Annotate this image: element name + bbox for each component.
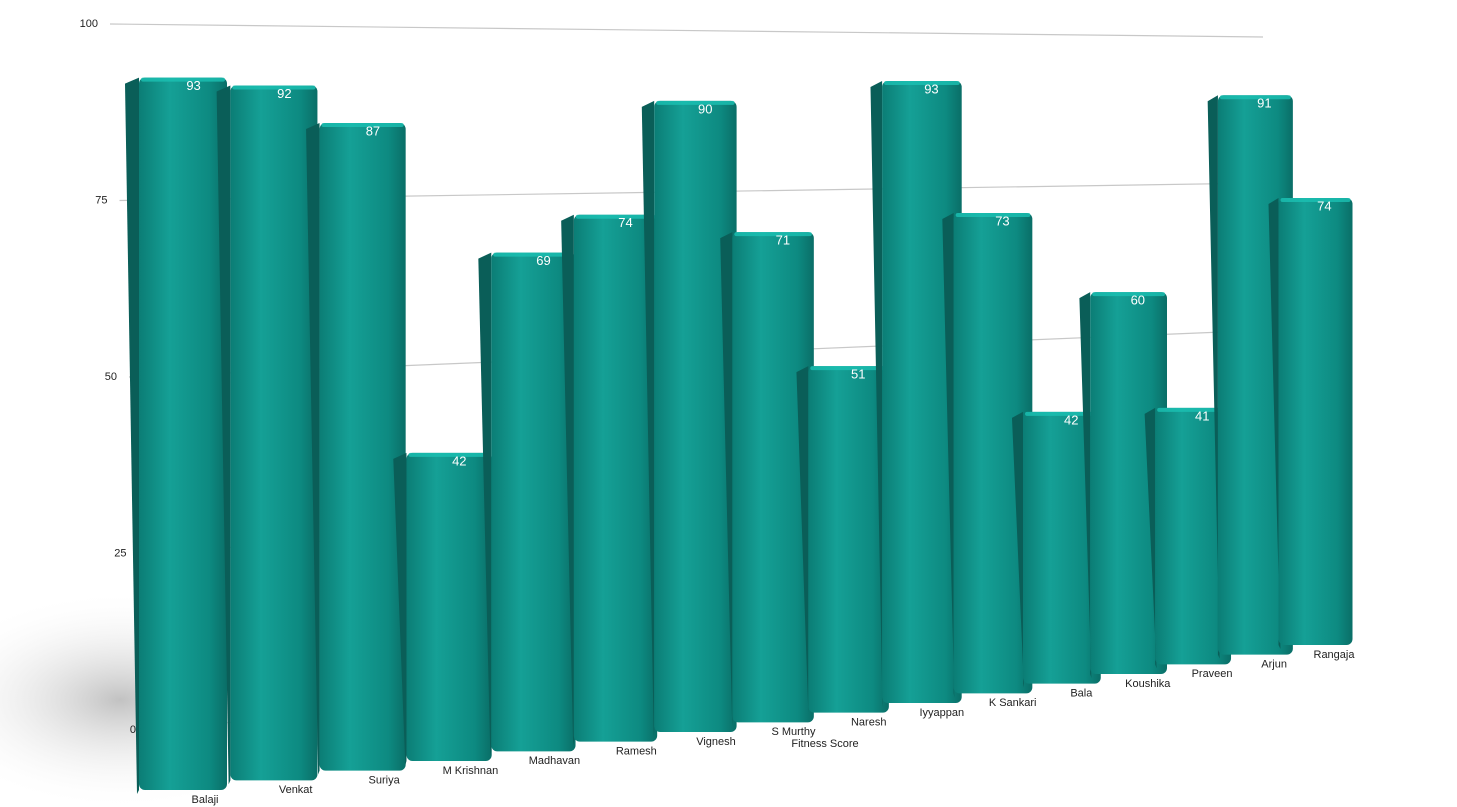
y-tick-label: 75	[95, 194, 107, 206]
bar	[654, 100, 737, 733]
bar	[230, 85, 318, 781]
bar	[491, 252, 576, 752]
value-label: 91	[1257, 96, 1271, 111]
x-tick-label: Naresh	[851, 717, 886, 729]
value-label: 73	[995, 213, 1009, 228]
x-tick-label: Balaji	[192, 794, 219, 806]
x-tick-label: Bala	[1070, 688, 1093, 700]
bar-top	[321, 123, 404, 128]
grid-line	[109, 23, 1264, 38]
bar-side	[641, 100, 655, 737]
x-tick-label: Praveen	[1192, 668, 1233, 680]
bar-side	[1268, 198, 1281, 650]
value-label: 92	[277, 86, 291, 101]
x-tick-label: Rangaja	[1314, 649, 1356, 661]
bar-top	[1219, 95, 1291, 100]
bar-side	[478, 252, 492, 756]
bar	[1155, 407, 1232, 665]
x-tick-label: M Krishnan	[443, 765, 499, 777]
bar-side	[942, 212, 955, 698]
value-label: 41	[1195, 408, 1209, 423]
bar-top	[493, 252, 574, 257]
bar-side	[125, 77, 139, 795]
bar	[808, 366, 889, 713]
x-tick-label: Koushika	[1125, 678, 1171, 690]
bar-side	[393, 452, 407, 765]
bar-side	[796, 366, 809, 717]
value-label: 90	[698, 101, 712, 116]
x-tick-label: Madhavan	[529, 755, 580, 767]
x-tick-label: S Murthy	[771, 726, 816, 738]
y-tick-label: 0	[130, 724, 136, 736]
bar	[732, 232, 814, 723]
x-tick-label: Vignesh	[696, 736, 736, 748]
value-label: 42	[1064, 412, 1078, 427]
bar-top	[408, 452, 490, 457]
bar-top	[141, 77, 225, 82]
bar-top	[734, 232, 812, 237]
bar-top	[1280, 198, 1351, 203]
bar	[139, 77, 227, 791]
y-tick-label: 100	[80, 18, 98, 30]
bar-top	[884, 81, 960, 86]
bar-top	[1157, 407, 1230, 412]
value-label: 69	[536, 253, 550, 268]
value-label: 71	[776, 233, 790, 248]
value-label: 42	[452, 453, 466, 468]
x-axis-title: Fitness Score	[791, 738, 858, 750]
bar	[1278, 198, 1353, 646]
bar-side	[1011, 411, 1024, 688]
bar-top	[810, 366, 887, 371]
bar	[953, 212, 1033, 694]
value-label: 87	[366, 123, 380, 138]
value-label: 93	[924, 81, 938, 96]
x-tick-label: Arjun	[1261, 659, 1287, 671]
bar-side	[561, 214, 574, 746]
bar	[882, 81, 962, 704]
bar-side	[1079, 292, 1092, 678]
y-tick-label: 25	[114, 547, 126, 559]
bar-side	[1207, 95, 1220, 659]
bar-top	[575, 214, 656, 219]
value-label: 74	[618, 215, 632, 230]
bar	[1023, 411, 1101, 684]
x-tick-label: Iyyappan	[919, 707, 964, 719]
bar-side	[306, 123, 320, 775]
value-label: 51	[851, 367, 865, 382]
bar	[573, 214, 658, 742]
bar-top	[955, 212, 1031, 217]
bar-top	[1025, 411, 1099, 416]
bar	[319, 123, 406, 771]
bar-top	[1092, 292, 1165, 297]
x-tick-label: Venkat	[279, 784, 313, 796]
bar-top	[656, 100, 735, 105]
bar	[1090, 292, 1167, 674]
x-tick-label: Suriya	[369, 775, 401, 787]
value-label: 60	[1131, 293, 1145, 308]
x-tick-label: Ramesh	[616, 746, 657, 758]
bar	[406, 452, 492, 761]
bar-side	[720, 232, 733, 727]
value-label: 74	[1317, 198, 1331, 213]
bar-side	[216, 85, 231, 785]
bar-top	[232, 85, 316, 90]
bar-side	[1144, 407, 1157, 669]
x-tick-label: K Sankari	[989, 697, 1037, 709]
y-tick-label: 50	[105, 371, 117, 383]
value-label: 93	[186, 78, 200, 93]
bar-side	[870, 81, 883, 708]
